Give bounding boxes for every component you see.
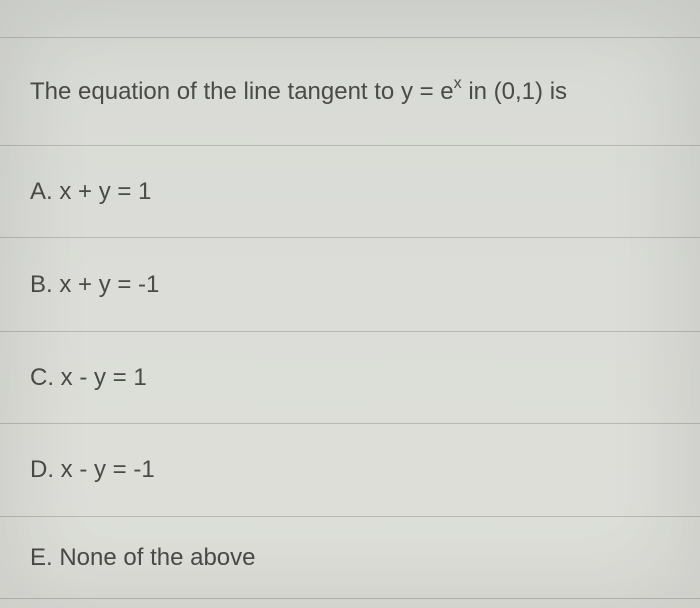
option-d-label: D. x - y = -1 [30,456,155,484]
option-a[interactable]: A. x + y = 1 [0,146,700,238]
question-prefix: The equation of the line tangent to y = … [30,78,454,105]
quiz-container: The equation of the line tangent to y = … [0,0,700,608]
question-exponent: x [454,75,462,92]
option-b-label: B. x + y = -1 [30,271,159,299]
option-d[interactable]: D. x - y = -1 [0,424,700,517]
question-text: The equation of the line tangent to y = … [30,75,567,109]
top-spacer [0,0,700,38]
option-a-label: A. x + y = 1 [30,178,151,206]
option-c[interactable]: C. x - y = 1 [0,332,700,424]
option-c-label: C. x - y = 1 [30,364,147,392]
option-e[interactable]: E. None of the above [0,517,700,599]
question-suffix: in (0,1) is [462,78,567,105]
option-e-label: E. None of the above [30,544,256,572]
question-row: The equation of the line tangent to y = … [0,38,700,146]
option-b[interactable]: B. x + y = -1 [0,238,700,332]
